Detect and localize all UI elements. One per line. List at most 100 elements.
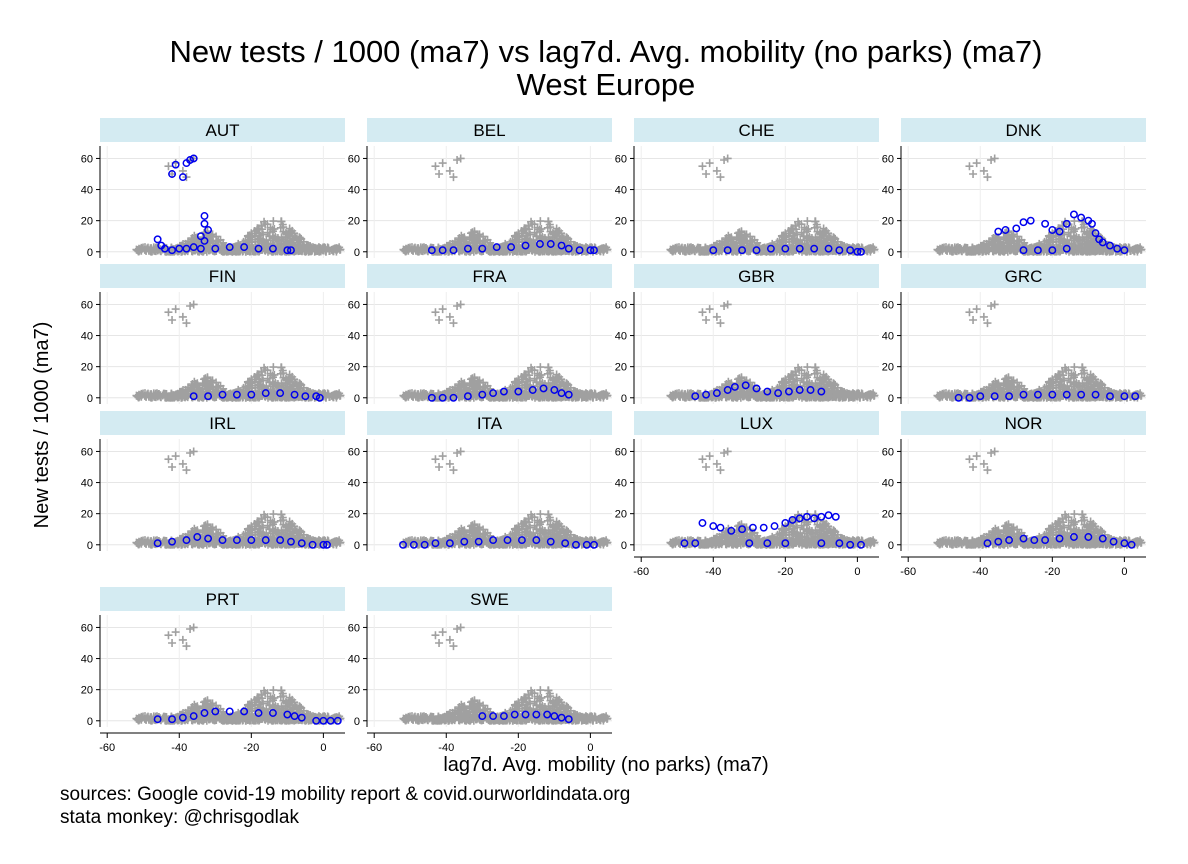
y-tick-label: 60 (615, 153, 627, 165)
y-tick-label: 60 (81, 153, 93, 165)
background-point (273, 238, 282, 247)
data-point (1041, 219, 1050, 228)
background-point (296, 234, 305, 243)
background-series (666, 154, 879, 256)
y-tick-label: 20 (615, 216, 627, 228)
background-point (972, 159, 981, 168)
background-point (258, 225, 267, 234)
y-tick-label: 0 (87, 247, 93, 259)
y-tick-label: 0 (87, 393, 93, 405)
background-point (299, 243, 308, 252)
background-point (269, 234, 278, 243)
y-tick-label: 0 (354, 247, 360, 259)
y-tick-label: 40 (348, 185, 360, 197)
data-point (204, 226, 213, 234)
background-point (270, 224, 279, 233)
panel-header (100, 118, 345, 142)
background-point (303, 241, 312, 250)
panel-label: BEL (473, 121, 505, 140)
background-point (990, 154, 999, 163)
y-tick-label: 20 (882, 216, 894, 228)
background-point (698, 162, 707, 171)
y-tick-label: 0 (621, 247, 627, 259)
background-point (189, 300, 198, 309)
background-point (319, 246, 328, 255)
data-point (287, 246, 295, 255)
background-point (134, 247, 143, 256)
background-point (435, 170, 444, 178)
background-point (269, 217, 278, 226)
data-point (196, 244, 205, 253)
data-point (1019, 218, 1028, 227)
background-point (244, 232, 253, 241)
background-point (182, 319, 191, 328)
data-point (168, 246, 177, 255)
y-tick-label: 40 (81, 185, 93, 197)
background-point (277, 233, 286, 242)
background-point (232, 244, 241, 253)
data-point (168, 170, 177, 178)
data-point (175, 244, 184, 253)
background-point (164, 308, 173, 317)
background-point (449, 173, 458, 182)
background-point (279, 227, 288, 236)
background-point (456, 154, 465, 163)
y-tick-label: 60 (348, 299, 360, 311)
panel-header (367, 118, 612, 142)
data-point (200, 236, 209, 245)
background-series (132, 300, 345, 402)
y-tick-label: 40 (615, 185, 627, 197)
background-point (332, 245, 341, 254)
background-point (142, 246, 151, 255)
data-point (153, 235, 162, 244)
background-point (716, 173, 725, 182)
y-tick-label: 60 (882, 153, 894, 165)
y-tick-label: 60 (348, 153, 360, 165)
data-point (160, 244, 169, 253)
data-point (178, 173, 187, 182)
background-point (186, 302, 195, 310)
background-point (178, 312, 187, 321)
data-point (200, 212, 209, 220)
background-point (438, 159, 447, 168)
chart-title: New tests / 1000 (ma7) vs lag7d. Avg. mo… (170, 34, 1043, 69)
y-tick-label: 0 (888, 247, 894, 259)
panel-label: DNK (1006, 121, 1043, 140)
y-tick-label: 40 (81, 331, 93, 343)
background-point (712, 166, 721, 175)
background-point (288, 226, 297, 235)
data-point (186, 156, 195, 164)
background-point (286, 228, 295, 237)
background-point (263, 220, 272, 229)
background-point (965, 162, 974, 171)
data-point (200, 219, 209, 228)
data-point (283, 246, 292, 255)
background-series (399, 300, 612, 402)
background-point (723, 154, 732, 163)
background-point (147, 247, 156, 256)
data-point (268, 244, 277, 253)
background-point (987, 156, 996, 164)
panel-label: FIN (209, 267, 236, 286)
background-point (705, 159, 714, 168)
background-point (445, 166, 454, 175)
data-point (211, 244, 220, 253)
background-point (702, 170, 711, 178)
background-point (983, 173, 992, 182)
background-series (399, 154, 612, 256)
background-point (164, 162, 173, 171)
background-point (431, 162, 440, 171)
background-point (308, 243, 317, 252)
data-point (1077, 213, 1086, 222)
chart-subtitle: West Europe (517, 67, 696, 102)
data-point (240, 243, 249, 252)
y-tick-label: 40 (348, 331, 360, 343)
data-point (171, 160, 180, 169)
y-tick-label: 20 (348, 216, 360, 228)
